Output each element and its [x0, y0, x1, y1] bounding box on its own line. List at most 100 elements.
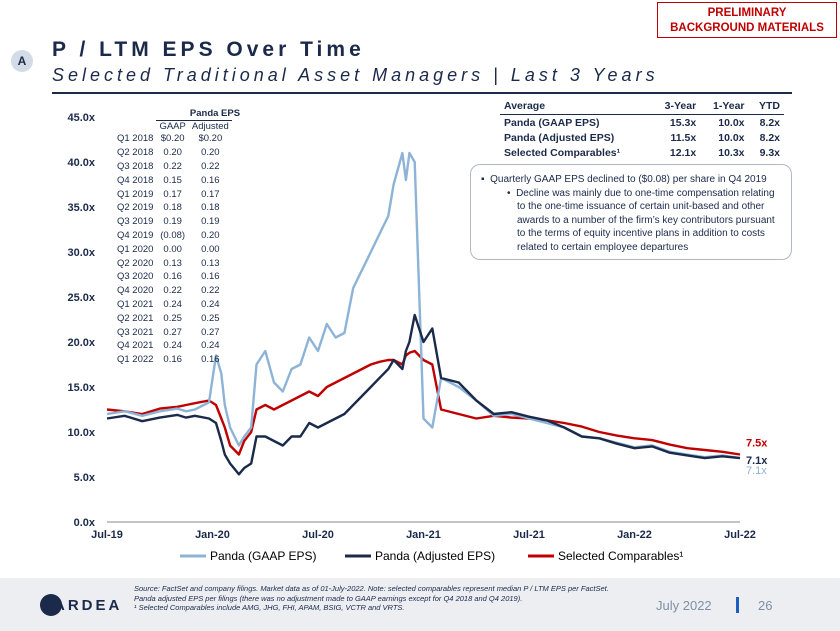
eps-cell: 0.20: [163, 147, 182, 159]
eps-cell: Q4 2020: [117, 285, 154, 297]
eps-cell: 0.27: [163, 326, 182, 338]
averages-cell: 10.3x: [718, 146, 745, 159]
eps-cell: 0.22: [163, 160, 182, 172]
comparables-end-label: 7.5x: [746, 438, 768, 450]
eps-cell: Q3 2021: [117, 326, 154, 338]
y-tick-label: 25.0x: [67, 292, 95, 304]
x-tick-label: Jul-22: [724, 529, 756, 541]
eps-cell: 0.16: [201, 271, 220, 283]
eps-row: Q2 2019 0.18 0.18: [114, 201, 232, 215]
averages-cell: Selected Comparables¹: [504, 146, 621, 159]
averages-row: Selected Comparables¹ 12.1x 10.3x 9.3x: [500, 145, 784, 160]
footer-date: July 2022: [656, 598, 712, 613]
eps-cell: 0.16: [201, 174, 220, 186]
eps-cell: Q2 2019: [117, 202, 154, 214]
x-tick-label: Jul-20: [302, 529, 334, 541]
eps-line-chart: 0.0x 5.0x 10.0x 15.0x 20.0x 25.0x 30.0x 35.0x 40…: [67, 112, 768, 563]
comparables-series-line: [106, 349, 741, 456]
x-tick-label: Jan-21: [406, 529, 441, 541]
averages-row: Panda (GAAP EPS) 15.3x 10.0x 8.2x: [500, 115, 784, 131]
page-title: P / LTM EPS Over Time: [52, 38, 365, 61]
eps-cell: Q4 2021: [117, 340, 154, 352]
eps-row: Q1 2018 $0.20 $0.20: [114, 132, 232, 146]
logo-text: ARDEA: [54, 596, 123, 614]
eps-cell: Q3 2019: [117, 216, 154, 228]
eps-cell: 0.00: [163, 243, 182, 255]
page-subtitle: Selected Traditional Asset Managers | La…: [52, 65, 659, 85]
callout-sub-bullet: • Decline was mainly due to one-time com…: [507, 187, 775, 253]
eps-cell: 0.16: [163, 271, 182, 283]
eps-cell: 0.18: [201, 202, 220, 214]
eps-cell: Q3 2018: [117, 160, 154, 172]
eps-cell: 0.27: [201, 326, 220, 338]
averages-row: Panda (Adjusted EPS) 11.5x 10.0x 8.2x: [500, 130, 784, 145]
eps-row: Q2 2020 0.13 0.13: [114, 256, 232, 270]
eps-cell: $0.20: [160, 133, 185, 145]
eps-row: Q4 2018 0.15 0.16: [114, 173, 232, 187]
averages-header-cell: 3-Year: [651, 98, 701, 115]
eps-cell: 0.19: [163, 216, 182, 228]
eps-row: Q2 2021 0.25 0.25: [114, 311, 232, 325]
eps-row: Q4 2020 0.22 0.22: [114, 284, 232, 298]
eps-cell: Q1 2021: [117, 298, 154, 310]
eps-row: Q1 2020 0.00 0.00: [114, 242, 232, 256]
eps-row: Q4 2021 0.24 0.24: [114, 339, 232, 353]
footer-bar: [0, 578, 840, 631]
eps-cell: 0.20: [201, 229, 220, 241]
averages-header-cell: 1-Year: [700, 98, 749, 115]
legend-adjusted-label: Panda (Adjusted EPS): [375, 549, 495, 563]
x-tick-label: Jul-19: [91, 529, 123, 541]
page-number: 26: [758, 598, 773, 613]
averages-cell: Panda (GAAP EPS): [504, 116, 600, 129]
eps-cell: 0.22: [201, 160, 220, 172]
eps-cell: Q4 2018: [117, 174, 154, 186]
eps-cell: 0.24: [201, 340, 220, 352]
averages-cell: 8.2x: [759, 116, 780, 129]
averages-cell: 9.3x: [759, 146, 780, 159]
averages-header-cell: YTD: [748, 98, 784, 115]
legend-comparables-label: Selected Comparables¹: [558, 549, 683, 563]
eps-cell: 0.24: [201, 298, 220, 310]
preliminary-stamp: PRELIMINARY BACKGROUND MATERIALS: [657, 2, 837, 38]
eps-row: Q3 2021 0.27 0.27: [114, 325, 232, 339]
logo-circle-icon: [40, 594, 62, 616]
averages-cell: Panda (Adjusted EPS): [504, 131, 615, 144]
eps-header-row: GAAP Adjusted: [114, 120, 232, 132]
eps-cell: Q1 2018: [117, 133, 154, 145]
callout-sub-bullet-text: Decline was mainly due to one-time compe…: [516, 187, 775, 253]
eps-row: Q4 2019 (0.08) 0.20: [114, 229, 232, 243]
eps-row: Q1 2019 0.17 0.17: [114, 187, 232, 201]
averages-cell: 12.1x: [669, 146, 697, 159]
eps-row: Q3 2018 0.22 0.22: [114, 160, 232, 174]
averages-cell: 11.5x: [670, 131, 697, 144]
title-divider: [52, 92, 792, 94]
eps-cell: 0.24: [163, 340, 182, 352]
eps-row: Q1 2021 0.24 0.24: [114, 298, 232, 312]
eps-table-title: Panda EPS: [189, 108, 241, 119]
gaap-end-label: 7.1x: [746, 465, 767, 477]
eps-cell: Q2 2018: [117, 147, 154, 159]
averages-cell: 10.0x: [718, 116, 745, 129]
eps-row: Q3 2020 0.16 0.16: [114, 270, 232, 284]
eps-cell: Q2 2021: [117, 312, 154, 324]
averages-cell: 8.2x: [759, 131, 780, 144]
averages-cell: 10.0x: [718, 131, 745, 144]
callout-bullet: ▪ Quarterly GAAP EPS declined to ($0.08)…: [481, 174, 767, 185]
eps-cell: 0.16: [163, 354, 182, 366]
eps-cell: 0.24: [163, 298, 182, 310]
y-tick-label: 35.0x: [67, 202, 95, 214]
eps-callout-box: ▪ Quarterly GAAP EPS declined to ($0.08)…: [470, 164, 792, 260]
averages-header-row: Average 3-Year 1-Year YTD: [500, 98, 784, 115]
eps-cell: 0.15: [163, 174, 182, 186]
preliminary-line2: BACKGROUND MATERIALS: [670, 22, 824, 34]
source-line: Source: FactSet and company filings. Mar…: [134, 584, 609, 593]
eps-row: Q3 2019 0.19 0.19: [114, 215, 232, 229]
source-line: ¹ Selected Comparables include AMG, JHG,…: [134, 603, 405, 612]
eps-cell: 0.20: [201, 147, 220, 159]
eps-cell: Q4 2019: [117, 229, 154, 241]
eps-header-cell: GAAP: [156, 120, 189, 132]
eps-header-cell: Adjusted: [188, 120, 232, 132]
x-tick-label: Jan-22: [617, 529, 652, 541]
eps-cell: 0.25: [163, 312, 182, 324]
eps-table: GAAP Adjusted Q1 2018 $0.20 $0.20 Q2 2018 0.…: [114, 120, 232, 367]
